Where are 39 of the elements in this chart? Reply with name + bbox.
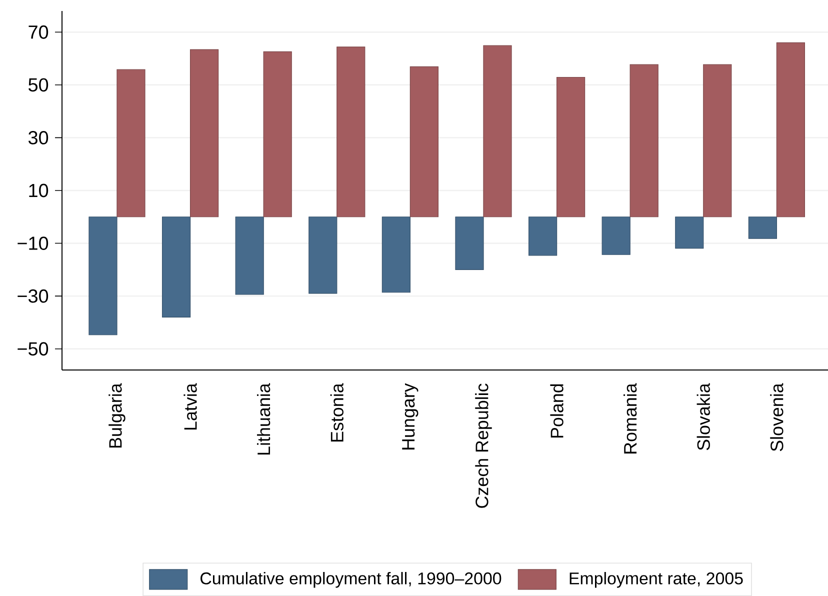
y-tick-label: −10 [18, 236, 48, 250]
y-tick-label: 70 [28, 25, 48, 39]
legend-label: Cumulative employment fall, 1990–2000 [200, 572, 502, 588]
x-tick-label: Hungary [402, 383, 418, 450]
bar [190, 49, 219, 218]
bar [556, 76, 586, 218]
bar [703, 64, 732, 218]
y-tick-label: 50 [28, 78, 48, 92]
bar [630, 64, 658, 218]
bar [776, 42, 805, 218]
bar [455, 216, 484, 270]
bar [410, 66, 438, 218]
bar [483, 45, 512, 218]
bar [162, 216, 191, 318]
y-tick-label: 30 [28, 130, 48, 144]
x-tick-label: Bulgaria [108, 383, 126, 448]
bar [336, 46, 366, 218]
x-tick-label: Latvia [184, 383, 197, 430]
x-tick-label: Romania [624, 383, 637, 454]
x-tick-label: Slovakia [696, 383, 710, 450]
y-tick-label: 10 [29, 184, 48, 198]
bar [263, 51, 292, 218]
bar [235, 216, 264, 295]
y-tick-label: −50 [18, 342, 48, 356]
bar [602, 216, 630, 255]
bar [382, 216, 410, 293]
bar [748, 216, 777, 239]
y-tick-label: −30 [18, 289, 48, 303]
x-tick-label: Slovenia [770, 383, 784, 452]
bar [528, 216, 558, 256]
bar [308, 216, 338, 294]
bar [88, 216, 118, 336]
x-tick-label: Czech Republic [475, 384, 492, 508]
x-tick-label: Poland [550, 384, 564, 438]
x-tick-label: Lithuania [257, 383, 270, 454]
bar [675, 216, 704, 249]
legend-label: Employment rate, 2005 [570, 572, 743, 588]
bar [116, 69, 146, 218]
x-tick-label: Estonia [330, 383, 344, 442]
